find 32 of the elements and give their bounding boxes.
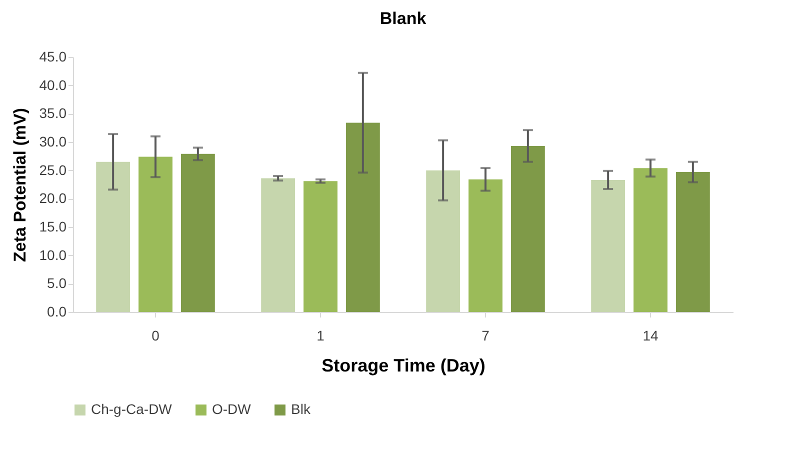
bar [426,170,460,312]
bar [304,181,338,312]
x-tick-label: 0 [152,328,160,344]
y-tick-label: 20.0 [39,190,67,206]
y-tick-label: 10.0 [39,246,67,263]
x-axis-title: Storage Time (Day) [322,356,486,376]
legend-label: O-DW [212,401,252,417]
legend-label: Ch-g-Ca-DW [91,401,173,417]
bar [346,122,380,312]
bar [634,168,668,312]
chart-title: Blank [380,9,427,28]
y-tick-label: 35.0 [39,105,67,122]
bar [676,172,710,312]
bar [510,146,545,312]
y-tick-label: 45.0 [39,48,67,64]
y-tick-label: 25.0 [39,162,67,178]
bar [180,154,215,312]
bar [138,156,172,312]
bar [468,179,502,312]
bar [261,178,296,312]
y-tick-label: 40.0 [39,76,67,93]
bar [591,180,626,312]
y-axis-title: Zeta Potential (mV) [10,108,30,262]
legend-label: Blk [291,401,312,417]
y-tick-label: 5.0 [47,275,67,292]
bar [96,162,130,312]
y-tick-label: 30.0 [39,134,67,150]
x-tick-label: 14 [642,328,658,344]
x-tick-label: 1 [316,328,325,344]
y-tick-label: 15.0 [39,218,67,234]
x-tick-label: 7 [482,328,490,344]
y-tick-label: 0.0 [47,304,67,320]
